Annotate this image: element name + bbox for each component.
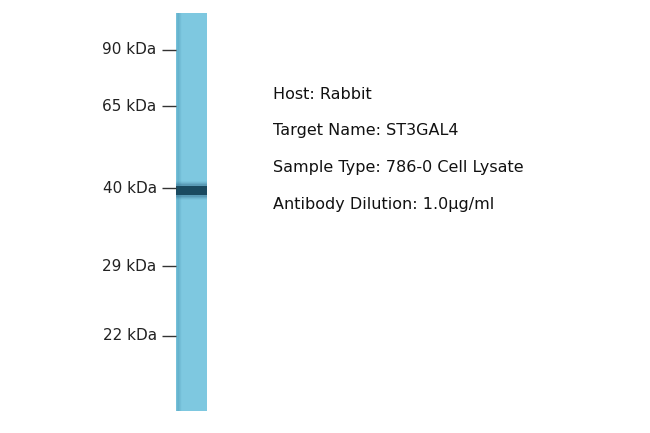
Text: 65 kDa: 65 kDa xyxy=(103,99,157,113)
Bar xyxy=(179,13,182,411)
Text: Antibody Dilution: 1.0µg/ml: Antibody Dilution: 1.0µg/ml xyxy=(273,197,494,212)
Bar xyxy=(176,195,207,199)
Text: Host: Rabbit: Host: Rabbit xyxy=(273,87,372,102)
Bar xyxy=(176,183,207,186)
Bar xyxy=(179,13,181,411)
Text: Target Name: ST3GAL4: Target Name: ST3GAL4 xyxy=(273,123,458,139)
Bar xyxy=(176,195,207,200)
Bar xyxy=(176,13,207,411)
Bar xyxy=(176,181,207,186)
Text: 29 kDa: 29 kDa xyxy=(103,259,157,274)
Text: Sample Type: 786-0 Cell Lysate: Sample Type: 786-0 Cell Lysate xyxy=(273,160,524,175)
Bar xyxy=(176,184,207,186)
Bar xyxy=(176,13,179,411)
Bar xyxy=(177,13,180,411)
Bar xyxy=(176,182,207,186)
Bar xyxy=(178,13,181,411)
Text: 22 kDa: 22 kDa xyxy=(103,328,157,343)
Bar xyxy=(176,195,207,197)
Bar xyxy=(176,195,207,198)
Text: 40 kDa: 40 kDa xyxy=(103,181,157,196)
Text: 90 kDa: 90 kDa xyxy=(103,42,157,57)
Bar xyxy=(177,13,179,411)
Bar xyxy=(176,186,207,195)
